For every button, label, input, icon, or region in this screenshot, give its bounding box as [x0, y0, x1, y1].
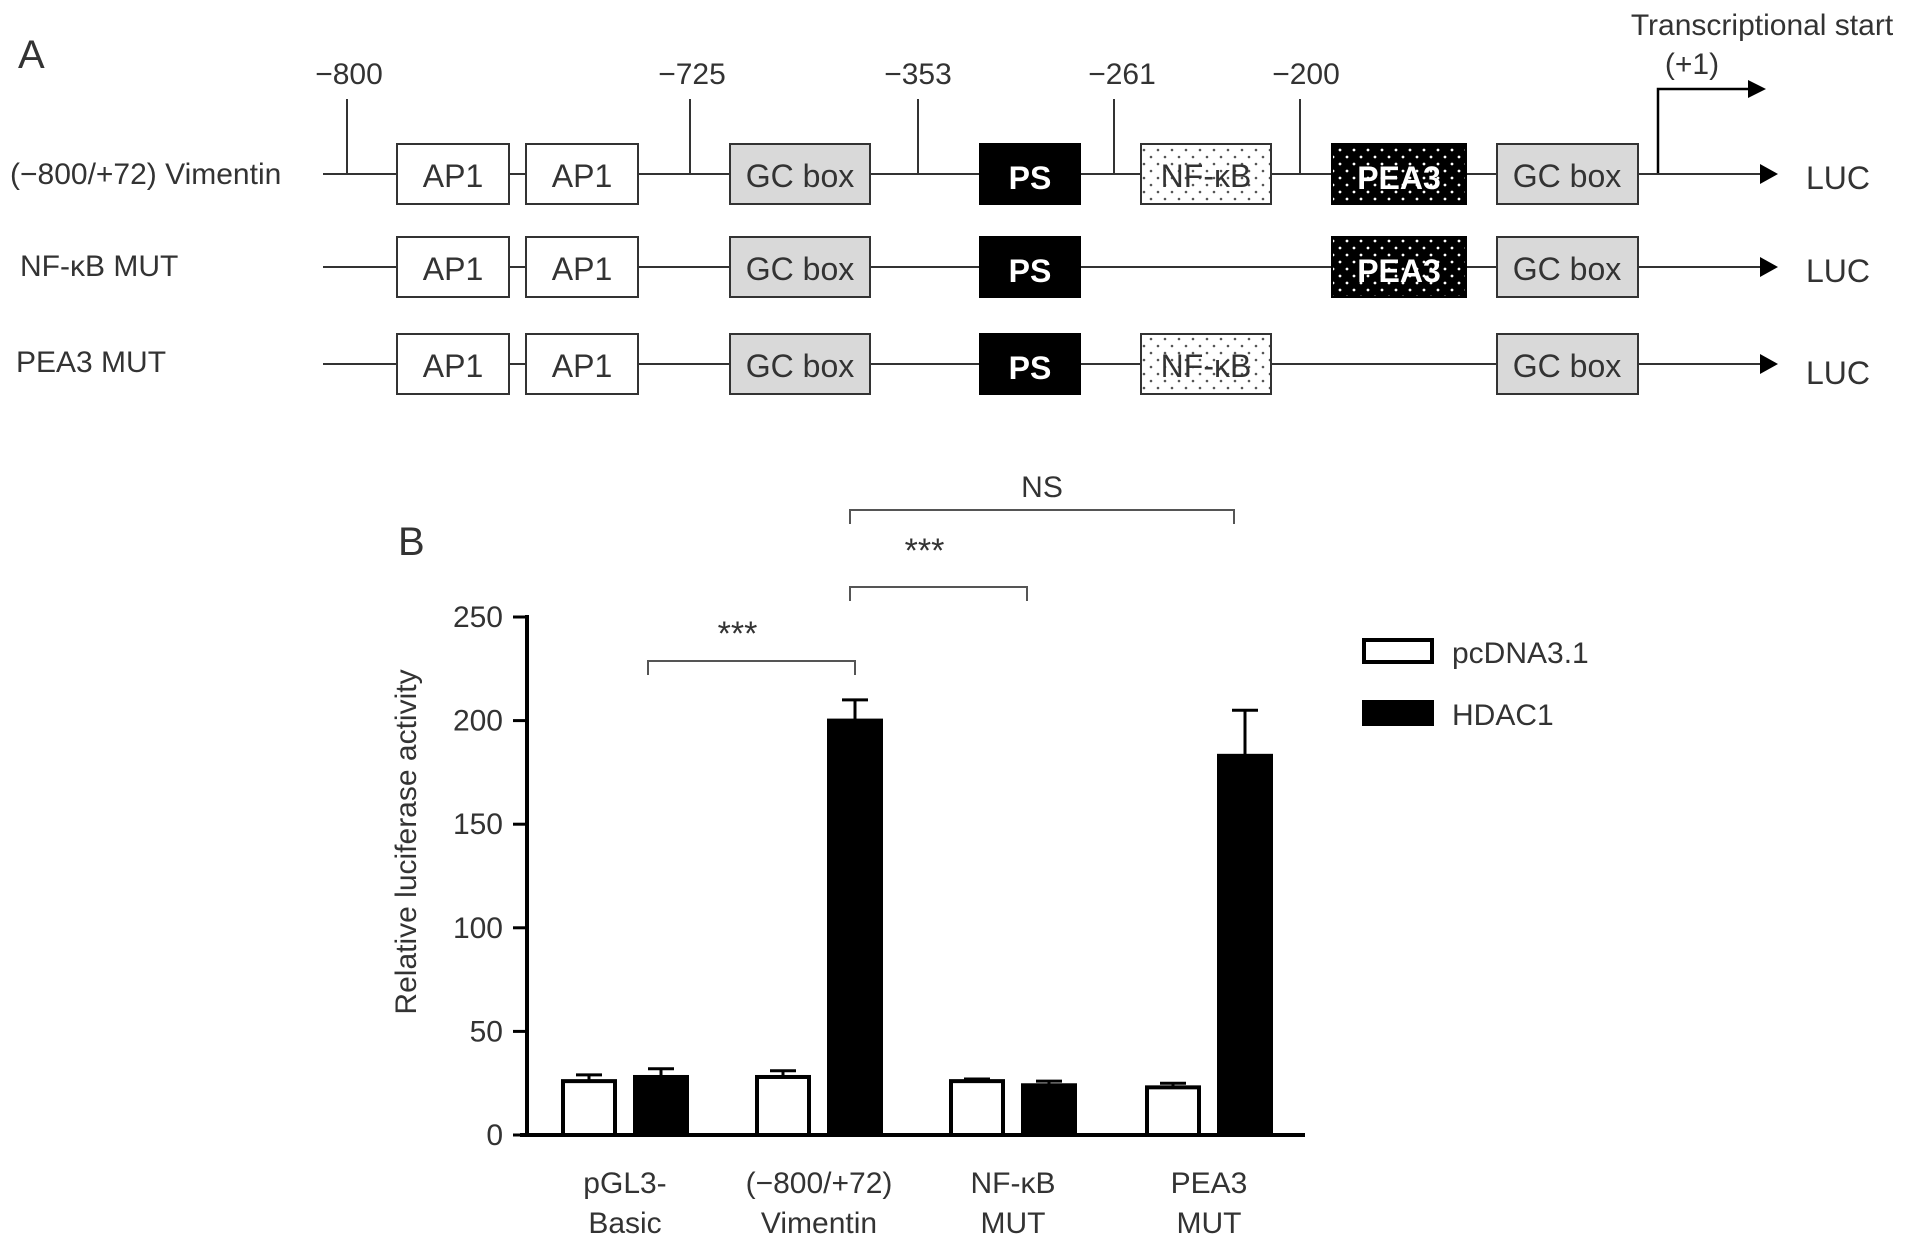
bar [827, 718, 883, 1137]
x-tick-label: NF-κB [971, 1167, 1056, 1200]
construct-row-pea3-mut: PEA3 MUT LUC AP1 AP1 GC box PS NF-κB GC … [16, 333, 1870, 395]
gc-box [1496, 143, 1639, 205]
y-axis-label: Relative luciferase activity [390, 669, 423, 1014]
box-label: GC box [746, 158, 854, 194]
bar [561, 1079, 617, 1138]
box-label: AP1 [552, 158, 612, 194]
box-label: NF-κB [1161, 348, 1252, 384]
y-tick-label: 0 [486, 1119, 503, 1152]
position-label: −200 [1272, 58, 1340, 91]
promoter-diagram: A Transcriptional start (+1) −800 −725 −… [10, 9, 1894, 395]
construct-row-wildtype: (−800/+72) Vimentin LUC AP1 AP1 GC box P… [10, 143, 1870, 205]
significance-brackets: *** *** NS [647, 471, 1235, 675]
construct-name: NF-κB MUT [20, 250, 178, 283]
bar [633, 1074, 689, 1138]
bar [1217, 753, 1273, 1137]
position-label: −800 [315, 58, 383, 91]
box-label: AP1 [423, 158, 483, 194]
construct-name: PEA3 MUT [16, 346, 166, 379]
tss-arrowhead [1748, 80, 1766, 98]
y-tick-label: 200 [453, 705, 503, 738]
ap1-box [396, 143, 510, 205]
box-label: GC box [1513, 251, 1621, 287]
legend-swatch [1362, 700, 1434, 726]
x-tick-label: Vimentin [761, 1207, 877, 1240]
tss-position-label: (+1) [1665, 48, 1719, 81]
box-label: NF-κB [1161, 158, 1252, 194]
ap1-box [525, 143, 639, 205]
y-tick-label: 50 [470, 1015, 503, 1048]
position-label: −725 [658, 58, 726, 91]
legend-label: pcDNA3.1 [1452, 637, 1589, 670]
gc-box [1496, 236, 1639, 298]
position-label: −261 [1088, 58, 1156, 91]
construct-row-nfkb-mut: NF-κB MUT LUC AP1 AP1 GC box PS PEA3 GC … [20, 236, 1870, 298]
ap1-box [396, 236, 510, 298]
box-label: PS [1009, 350, 1052, 386]
bar [755, 1074, 811, 1138]
y-tick-label: 100 [453, 912, 503, 945]
position-ticks: −800 −725 −353 −261 −200 [315, 58, 1340, 174]
x-tick-label: (−800/+72) [746, 1167, 893, 1200]
nfkb-box [1140, 143, 1272, 205]
y-tick-label: 250 [453, 601, 503, 634]
x-tick-label: MUT [1177, 1207, 1242, 1240]
ps-box [979, 333, 1081, 395]
significance-bracket [647, 660, 856, 675]
box-label: GC box [746, 251, 854, 287]
position-label: −353 [884, 58, 952, 91]
tss-label: Transcriptional start [1631, 9, 1894, 42]
panel-a-label: A [18, 33, 45, 77]
luc-label: LUC [1806, 160, 1870, 196]
box-label: GC box [1513, 158, 1621, 194]
nfkb-box [1140, 333, 1272, 395]
gc-box [729, 143, 871, 205]
box-label: AP1 [423, 251, 483, 287]
bar-chart: B Relative luciferase activity 0 50 100 150… [390, 471, 1589, 1240]
box-label: GC box [746, 348, 854, 384]
bar [1145, 1085, 1201, 1137]
box-label: PS [1009, 253, 1052, 289]
box-label: AP1 [552, 251, 612, 287]
x-tick-label: Basic [588, 1207, 661, 1240]
significance-label: NS [1021, 471, 1063, 504]
legend-swatch [1362, 638, 1434, 664]
construct-name: (−800/+72) Vimentin [10, 158, 281, 191]
box-label: PEA3 [1357, 253, 1441, 289]
gc-box [729, 333, 871, 395]
box-label: GC box [1513, 348, 1621, 384]
panel-b-label: B [398, 520, 425, 564]
bar [949, 1079, 1005, 1138]
x-tick-label: MUT [981, 1207, 1046, 1240]
ps-box [979, 236, 1081, 298]
gc-box [729, 236, 871, 298]
legend-label: HDAC1 [1452, 699, 1554, 732]
tss-arrow [1656, 87, 1748, 174]
bar [1021, 1083, 1077, 1137]
x-tick-label: pGL3- [583, 1167, 666, 1200]
x-tick-label: PEA3 [1171, 1167, 1248, 1200]
gc-box [1496, 333, 1639, 395]
ap1-box [396, 333, 510, 395]
ap1-box [525, 236, 639, 298]
x-tick-labels: pGL3- Basic (−800/+72) Vimentin NF-κB MUT PEA3… [583, 1167, 1247, 1240]
legend: pcDNA3.1 HDAC1 [1362, 637, 1589, 732]
box-label: AP1 [552, 348, 612, 384]
luc-label: LUC [1806, 355, 1870, 391]
significance-label: *** [718, 615, 758, 653]
significance-bracket [849, 586, 1028, 601]
pea3-box [1331, 236, 1467, 298]
chart-bars [561, 698, 1273, 1138]
pea3-box [1331, 143, 1467, 205]
y-tick-label: 150 [453, 808, 503, 841]
box-label: PEA3 [1357, 160, 1441, 196]
box-label: AP1 [423, 348, 483, 384]
significance-bracket [849, 509, 1235, 524]
ap1-box [525, 333, 639, 395]
box-label: PS [1009, 160, 1052, 196]
significance-label: *** [905, 532, 945, 570]
luc-label: LUC [1806, 253, 1870, 289]
ps-box [979, 143, 1081, 205]
